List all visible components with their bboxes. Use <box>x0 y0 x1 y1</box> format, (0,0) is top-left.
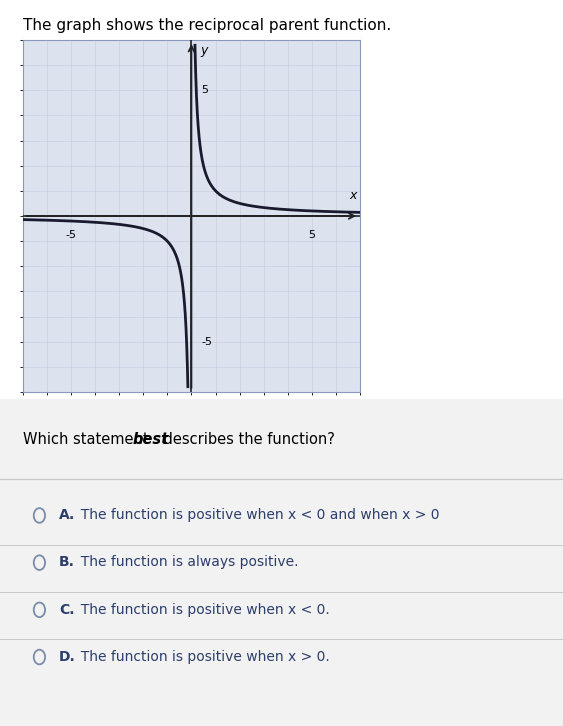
Text: describes the function?: describes the function? <box>159 432 334 447</box>
Text: C.: C. <box>59 603 75 616</box>
Text: -5: -5 <box>65 230 76 240</box>
Text: x: x <box>349 189 357 202</box>
Text: 5: 5 <box>201 85 208 95</box>
Text: -5: -5 <box>201 337 212 347</box>
Text: D.: D. <box>59 650 76 664</box>
Text: best: best <box>132 432 168 447</box>
Text: The function is positive when x > 0.: The function is positive when x > 0. <box>72 650 330 664</box>
Text: 5: 5 <box>309 230 316 240</box>
Text: Which statement: Which statement <box>23 432 153 447</box>
Text: The graph shows the reciprocal parent function.: The graph shows the reciprocal parent fu… <box>23 18 391 33</box>
Text: y: y <box>200 44 207 57</box>
Text: The function is positive when x < 0 and when x > 0: The function is positive when x < 0 and … <box>72 508 440 522</box>
Text: The function is always positive.: The function is always positive. <box>72 555 298 569</box>
Text: A.: A. <box>59 508 75 522</box>
Text: B.: B. <box>59 555 75 569</box>
Text: The function is positive when x < 0.: The function is positive when x < 0. <box>72 603 330 616</box>
